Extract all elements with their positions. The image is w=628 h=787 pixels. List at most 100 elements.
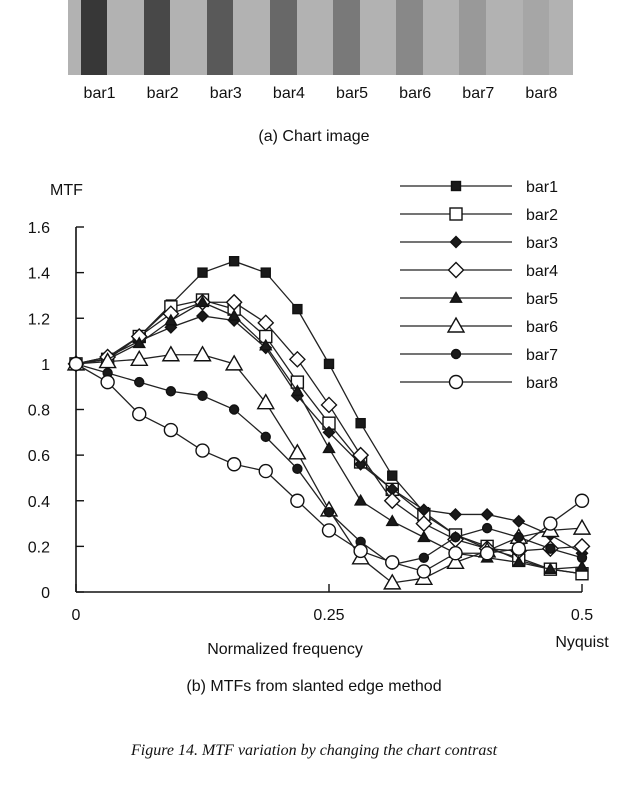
data-point-bar7 xyxy=(545,543,556,554)
data-point-bar8 xyxy=(353,543,368,559)
bar-label: bar7 xyxy=(462,85,495,102)
y-tick-label: 1.6 xyxy=(28,220,50,237)
y-tick-label: 0.4 xyxy=(28,494,50,511)
data-point-bar5 xyxy=(227,309,241,321)
data-point-bar8 xyxy=(100,374,115,390)
legend-entry-bar5: bar5 xyxy=(400,291,558,308)
chart-stripe-dark-bar3 xyxy=(206,0,234,75)
chart-stripe-bar4 xyxy=(257,0,321,75)
data-point-bar5 xyxy=(259,338,273,351)
data-point-bar5 xyxy=(575,559,589,572)
legend: bar1 bar2 bar3 bar4 bar5 bar6 bar7 bar8 xyxy=(400,179,558,392)
chart-stripe-bar3 xyxy=(194,0,258,75)
legend-label: bar3 xyxy=(526,235,558,252)
bar-label: bar4 xyxy=(272,85,305,102)
chart-stripe-dark-bar4 xyxy=(270,0,297,75)
data-point-bar8 xyxy=(132,406,147,422)
legend-label: bar6 xyxy=(526,319,558,336)
chart-image xyxy=(68,0,573,75)
x-tick-label: 0.25 xyxy=(313,607,344,624)
data-point-bar8 xyxy=(226,457,242,472)
data-point-bar8 xyxy=(416,564,432,579)
data-point-bar6 xyxy=(130,349,149,367)
legend-entry-bar6: bar6 xyxy=(400,316,558,336)
chart-stripe-dark-bar8 xyxy=(522,0,549,75)
data-point-bar3 xyxy=(449,507,462,521)
y-tick-label: 0.2 xyxy=(28,539,50,556)
data-point-bar6 xyxy=(288,443,307,460)
data-point-bar4 xyxy=(288,350,306,368)
data-point-bar3 xyxy=(512,514,526,528)
legend-entry-bar2: bar2 xyxy=(400,207,558,224)
chart-stripe-bar6 xyxy=(383,0,447,75)
legend-entry-bar1: bar1 xyxy=(400,179,558,196)
bar-label: bar3 xyxy=(209,85,242,102)
bar-label: bar1 xyxy=(83,85,116,102)
y-tick-label: 0.8 xyxy=(28,403,50,420)
y-tick-label: 0 xyxy=(41,585,50,602)
bar-label: bar8 xyxy=(525,85,558,102)
data-point-bar5 xyxy=(164,313,178,326)
axes: 0 0.2 0.4 0.6 0.8 1 1.2 1.4 1.6 0 0.25 0.5 MTF Normal… xyxy=(28,182,609,658)
data-point-bar5 xyxy=(417,530,431,543)
y-tick-label: 1 xyxy=(41,357,50,374)
legend-entry-bar8: bar8 xyxy=(400,374,558,392)
legend-marker-bar4 xyxy=(447,261,465,279)
data-point-bar4 xyxy=(320,396,338,414)
mtf-chart: 0 0.2 0.4 0.6 0.8 1 1.2 1.4 1.6 0 0.25 0.5 MTF Normal… xyxy=(28,179,609,658)
chart-stripe-dark-bar2 xyxy=(143,0,171,75)
series-bar4 xyxy=(67,293,591,560)
data-point-bar8 xyxy=(448,546,463,561)
legend-label: bar1 xyxy=(526,179,558,196)
data-point-bar1 xyxy=(260,267,271,278)
data-point-bar1 xyxy=(197,267,208,278)
data-point-bar7 xyxy=(260,431,271,443)
data-point-bar4 xyxy=(383,492,401,510)
x-axis-label: Normalized frequency xyxy=(207,641,363,658)
data-point-bar8 xyxy=(68,356,84,372)
series-bar7 xyxy=(70,358,588,570)
data-point-bar3 xyxy=(480,507,494,521)
data-point-bar7 xyxy=(197,390,208,402)
legend-entry-bar7: bar7 xyxy=(400,347,558,364)
chart-stripe-bar7 xyxy=(446,0,510,75)
data-point-bar8 xyxy=(511,541,526,556)
series-line-bar6 xyxy=(75,354,583,584)
chart-stripe-dark-bar7 xyxy=(459,0,486,75)
legend-entry-bar3: bar3 xyxy=(400,235,558,252)
bar-label: bar5 xyxy=(336,85,369,102)
bar-label: bar6 xyxy=(399,85,432,102)
data-point-bar6 xyxy=(572,518,592,535)
bar-labels: bar1 bar2 bar3 bar4 bar5 bar6 bar7 bar8 xyxy=(68,85,573,103)
legend-label: bar4 xyxy=(526,263,558,280)
chart-stripe-bar1 xyxy=(68,0,132,75)
series-layer xyxy=(66,256,592,590)
data-point-bar8 xyxy=(574,493,590,508)
data-point-bar5 xyxy=(195,295,210,308)
data-point-bar7 xyxy=(513,532,524,543)
chart-stripe-dark-bar1 xyxy=(80,0,108,75)
data-point-bar6 xyxy=(446,552,465,570)
data-point-bar7 xyxy=(418,552,430,563)
legend-marker-bar1 xyxy=(450,180,462,192)
chart-stripe-bar8 xyxy=(509,0,573,75)
data-point-bar7 xyxy=(323,506,335,518)
legend-marker-bar7 xyxy=(450,348,462,360)
data-point-bar8 xyxy=(321,523,337,538)
data-point-bar7 xyxy=(228,404,240,415)
data-point-bar4 xyxy=(257,314,275,332)
data-point-bar8 xyxy=(195,443,210,458)
data-point-bar8 xyxy=(163,422,179,438)
data-point-bar5 xyxy=(290,384,305,397)
series-bar6 xyxy=(66,345,592,590)
data-point-bar1 xyxy=(387,470,398,481)
data-point-bar8 xyxy=(258,463,273,479)
y-axis-label: MTF xyxy=(50,182,83,199)
data-point-bar7 xyxy=(292,463,303,475)
data-point-bar8 xyxy=(385,555,400,570)
legend-entry-bar4: bar4 xyxy=(400,261,558,280)
figure-caption: Figure 14. MTF variation by changing the… xyxy=(130,742,498,759)
bar-label: bar2 xyxy=(146,85,179,102)
chart-stripe-bar5 xyxy=(320,0,384,75)
data-point-bar7 xyxy=(165,386,177,397)
